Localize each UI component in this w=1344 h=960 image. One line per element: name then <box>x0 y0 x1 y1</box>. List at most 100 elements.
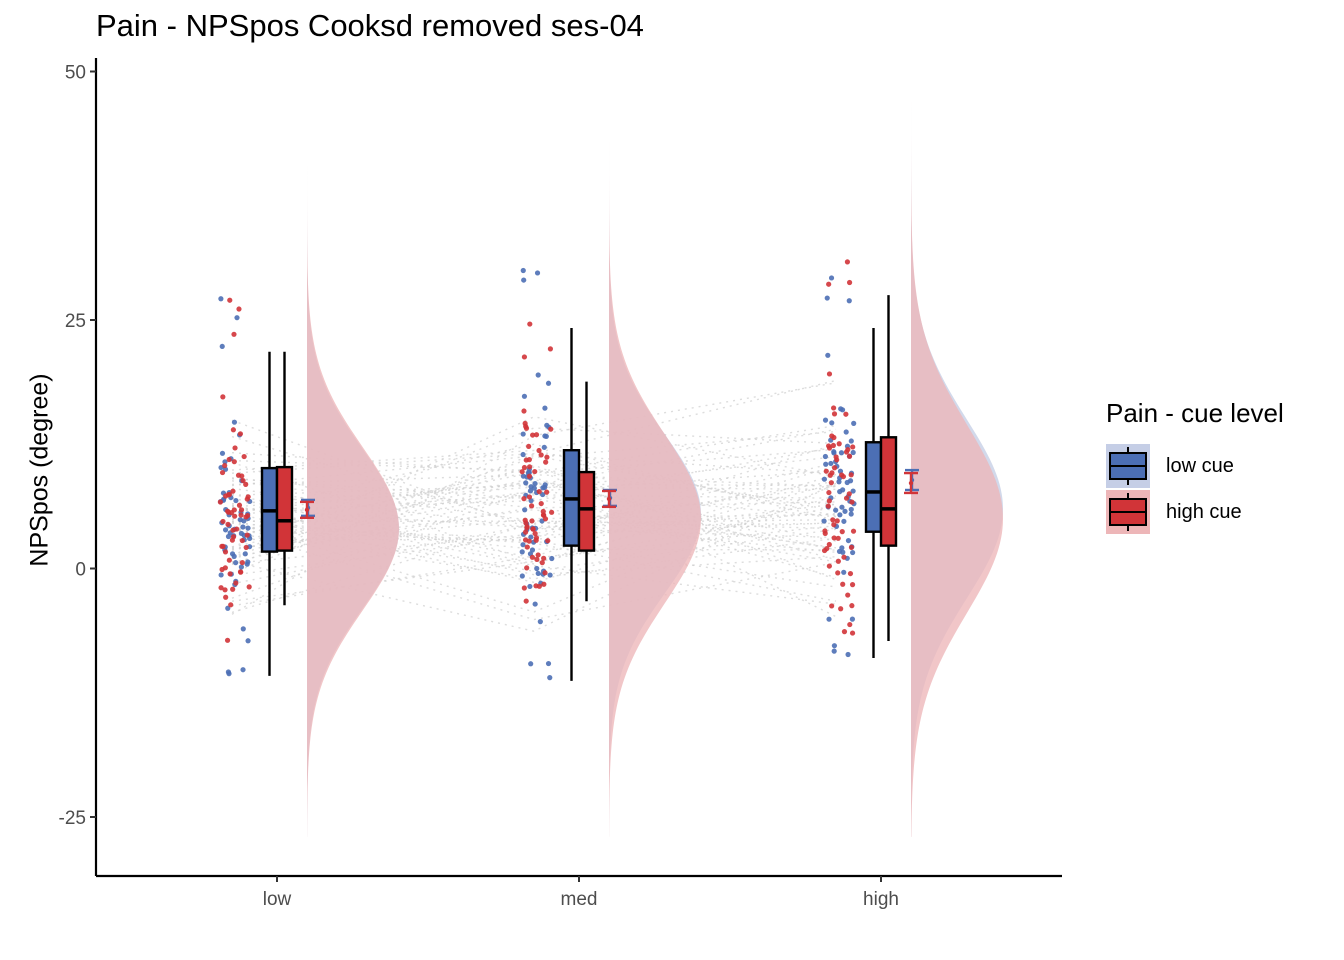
connector-line <box>231 474 837 488</box>
box-high-cue-med <box>577 470 596 552</box>
data-point <box>841 629 848 635</box>
y-tick-label: 25 <box>65 311 86 332</box>
data-point <box>850 488 856 494</box>
data-point <box>222 565 228 571</box>
data-point <box>521 354 528 360</box>
connector-line <box>231 466 837 618</box>
data-point <box>536 447 542 454</box>
data-point <box>831 405 837 411</box>
data-point <box>528 534 534 540</box>
data-point <box>520 542 526 548</box>
data-point <box>526 469 532 476</box>
box-high-cue-low <box>275 465 294 552</box>
data-point <box>841 554 847 560</box>
data-point <box>848 472 854 478</box>
x-tick-label-high: high <box>863 889 899 910</box>
data-point <box>238 564 244 570</box>
data-point <box>829 470 835 476</box>
data-point <box>245 559 251 565</box>
data-point <box>538 452 544 458</box>
data-point <box>238 512 244 518</box>
data-point <box>240 524 246 530</box>
data-point <box>532 480 538 487</box>
connector-line <box>231 482 837 632</box>
data-point <box>829 603 835 609</box>
connector-line <box>231 443 837 522</box>
data-point <box>222 462 228 469</box>
data-point <box>234 315 240 321</box>
data-point <box>826 281 832 287</box>
data-point <box>222 527 229 533</box>
data-point <box>822 417 829 423</box>
y-tick-label: 0 <box>75 560 86 581</box>
data-point <box>225 521 231 527</box>
data-point <box>523 480 529 486</box>
data-point <box>828 275 835 281</box>
data-point <box>218 296 224 302</box>
data-point <box>541 555 547 561</box>
data-point <box>538 500 544 507</box>
data-point <box>849 499 855 505</box>
data-point <box>220 543 226 549</box>
data-point <box>233 580 239 586</box>
data-point <box>526 464 533 470</box>
data-point <box>845 592 851 598</box>
legend-title: Pain - cue level <box>1106 398 1284 428</box>
data-point <box>535 552 541 558</box>
legend-label-low-cue: low cue <box>1166 454 1234 477</box>
data-point <box>526 538 532 544</box>
density-high-cue-med <box>609 101 701 837</box>
data-point <box>850 549 856 556</box>
data-point <box>245 512 251 519</box>
data-point <box>848 544 855 550</box>
data-point <box>826 371 833 377</box>
data-point <box>521 496 527 502</box>
data-point <box>222 587 228 593</box>
legend-item-low-cue: low cue <box>1106 443 1284 489</box>
data-point <box>826 489 832 496</box>
data-point <box>228 510 235 516</box>
x-tick-label-low: low <box>263 889 292 910</box>
data-point <box>244 532 250 538</box>
data-point <box>849 603 855 609</box>
data-point <box>542 570 548 576</box>
data-point <box>843 495 850 501</box>
data-point <box>521 464 528 471</box>
data-point <box>535 570 541 577</box>
data-point <box>232 445 238 451</box>
data-point <box>821 547 828 554</box>
data-point <box>831 465 838 471</box>
data-point <box>530 432 536 438</box>
connector-line <box>231 473 837 565</box>
connector-line <box>231 495 837 584</box>
data-point <box>540 512 547 518</box>
data-point <box>240 667 246 673</box>
data-point <box>831 449 837 455</box>
data-point <box>222 459 228 465</box>
data-point <box>240 626 246 632</box>
data-point <box>843 429 849 435</box>
data-point <box>219 450 226 456</box>
data-point <box>238 507 245 513</box>
data-point <box>237 569 244 575</box>
data-point <box>225 605 231 611</box>
box-low-cue-high <box>864 441 883 533</box>
data-point <box>245 638 251 644</box>
data-point <box>524 544 530 550</box>
data-point <box>831 522 837 528</box>
data-point <box>218 572 224 578</box>
data-point <box>549 555 555 562</box>
connector-line <box>231 427 837 548</box>
data-point <box>532 530 538 537</box>
data-point <box>223 594 229 600</box>
data-point <box>520 267 526 274</box>
data-point <box>843 411 849 417</box>
data-point <box>220 394 226 400</box>
data-point <box>527 583 533 590</box>
connector-line <box>231 453 837 574</box>
data-point <box>523 423 529 429</box>
x-tick-label-med: med <box>561 889 598 910</box>
data-point <box>847 570 854 577</box>
